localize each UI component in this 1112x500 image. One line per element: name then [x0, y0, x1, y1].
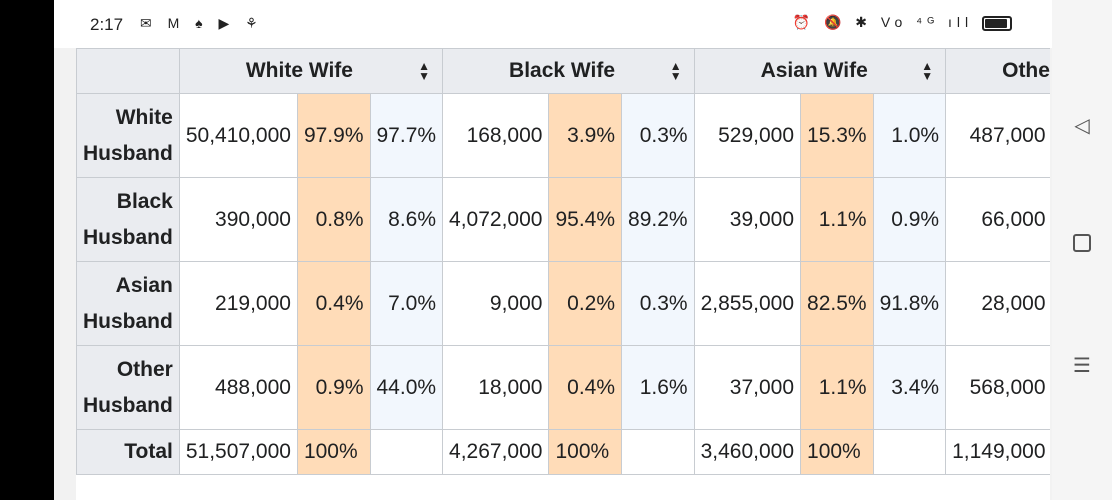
- count-cell: 390,000: [178, 177, 298, 262]
- pct-cell: 1.1%: [800, 345, 874, 430]
- column-header-other[interactable]: Other: [945, 48, 1050, 94]
- count-cell: 50,410,000: [178, 93, 298, 178]
- column-header-asian-wife[interactable]: Asian Wife ▲ ▼: [693, 48, 947, 94]
- pct-cell: 7.0%: [369, 261, 444, 346]
- pct-cell: 91.8%: [872, 261, 947, 346]
- total-cell: 3,460,000: [693, 429, 802, 475]
- pct-cell: 95.4%: [548, 177, 623, 262]
- pct-cell: 3.4%: [872, 345, 947, 430]
- pct-cell: 0.9%: [296, 345, 371, 430]
- pct-cell: 82.5%: [800, 261, 874, 346]
- count-cell: 219,000: [178, 261, 298, 346]
- total-cell: 1,149,000: [945, 429, 1050, 475]
- back-triangle-icon[interactable]: ◁: [1074, 115, 1090, 137]
- battery-icon: [982, 15, 1012, 31]
- count-cell: 39,000: [693, 177, 802, 262]
- sort-icon[interactable]: ▲ ▼: [418, 59, 431, 83]
- pct-cell: 0.8%: [296, 177, 371, 262]
- column-header-label: White Wife: [245, 59, 353, 82]
- row-header-total: Total: [76, 429, 180, 475]
- phone-screen: 2:17 ✉ M ♠ ▶ ⚘ ⏰ 🔕 ✱ Vo ⁴ᴳ ıll White Wif…: [54, 0, 1052, 500]
- status-time: 2:17: [90, 15, 124, 34]
- empty-cell: [872, 429, 947, 475]
- pct-cell: 1.6%: [621, 345, 695, 430]
- column-header-white-wife[interactable]: White Wife ▲ ▼: [178, 48, 444, 94]
- count-cell: 28,000: [945, 261, 1050, 346]
- column-header-black-wife[interactable]: Black Wife ▲ ▼: [442, 48, 695, 94]
- row-header: Asian Husband: [76, 261, 180, 346]
- count-cell: 37,000: [693, 345, 802, 430]
- notification-icons: ✉ M ♠ ▶ ⚘: [140, 15, 264, 31]
- table-row: Other Husband 488,000 0.9% 44.0% 18,000 0…: [76, 345, 1050, 430]
- system-status-icons: ⏰ 🔕 ✱ Vo ⁴ᴳ ıll: [793, 14, 1012, 31]
- sort-icon[interactable]: ▲ ▼: [921, 59, 934, 83]
- total-pct-cell: 100%: [296, 429, 371, 475]
- table-row: Black Husband 390,000 0.8% 8.6% 4,072,000…: [76, 177, 1050, 262]
- pct-cell: 0.4%: [548, 345, 623, 430]
- pct-cell: 1.1%: [800, 177, 874, 262]
- pct-cell: 0.2%: [548, 261, 623, 346]
- system-icons-text: ⏰ 🔕 ✱ Vo ⁴ᴳ ıll: [792, 14, 974, 30]
- total-row: Total 51,507,000 100% 4,267,000 100% 3,4…: [76, 429, 1050, 475]
- count-cell: 66,000: [945, 177, 1050, 262]
- navigation-bar: ◁ ☰: [1052, 0, 1112, 500]
- count-cell: 488,000: [178, 345, 298, 430]
- row-header: Black Husband: [76, 177, 180, 262]
- count-cell: 2,855,000: [693, 261, 802, 346]
- marriage-table: White Wife ▲ ▼ Black Wife ▲ ▼ Asian Wife ▲ ▼ O…: [76, 48, 1050, 475]
- pct-cell: 89.2%: [621, 177, 695, 262]
- table-corner-cell: [76, 48, 180, 94]
- row-header: White Husband: [76, 93, 180, 178]
- pct-cell: 97.7%: [369, 93, 444, 178]
- count-cell: 9,000: [442, 261, 550, 346]
- count-cell: 18,000: [442, 345, 550, 430]
- column-header-label: Asian Wife: [760, 59, 868, 82]
- recents-menu-icon[interactable]: ☰: [1073, 355, 1091, 377]
- total-cell: 4,267,000: [442, 429, 550, 475]
- column-header-label: Black Wife: [509, 59, 616, 82]
- pct-cell: 1.0%: [872, 93, 947, 178]
- home-square-icon[interactable]: [1070, 234, 1094, 258]
- pct-cell: 8.6%: [369, 177, 444, 262]
- pct-cell: 97.9%: [296, 93, 371, 178]
- pct-cell: 44.0%: [369, 345, 444, 430]
- pct-cell: 15.3%: [800, 93, 874, 178]
- count-cell: 4,072,000: [442, 177, 550, 262]
- pct-cell: 0.9%: [872, 177, 947, 262]
- empty-cell: [621, 429, 695, 475]
- status-bar: 2:17 ✉ M ♠ ▶ ⚘ ⏰ 🔕 ✱ Vo ⁴ᴳ ıll: [54, 0, 1052, 48]
- count-cell: 529,000: [693, 93, 802, 178]
- pct-cell: 0.3%: [621, 261, 695, 346]
- pct-cell: 0.3%: [621, 93, 695, 178]
- pct-cell: 0.4%: [296, 261, 371, 346]
- row-header: Other Husband: [76, 345, 180, 430]
- table-row: Asian Husband 219,000 0.4% 7.0% 9,000 0.2…: [76, 261, 1050, 346]
- count-cell: 568,000: [945, 345, 1050, 430]
- table-scroll-area[interactable]: White Wife ▲ ▼ Black Wife ▲ ▼ Asian Wife ▲ ▼ O…: [76, 48, 1050, 500]
- count-cell: 487,000: [945, 93, 1050, 178]
- total-cell: 51,507,000: [178, 429, 298, 475]
- table-row: White Husband 50,410,000 97.9% 97.7% 168,…: [76, 93, 1050, 178]
- count-cell: 168,000: [442, 93, 550, 178]
- total-pct-cell: 100%: [548, 429, 623, 475]
- total-pct-cell: 100%: [800, 429, 874, 475]
- empty-cell: [369, 429, 444, 475]
- pct-cell: 3.9%: [548, 93, 623, 178]
- sort-icon[interactable]: ▲ ▼: [669, 59, 682, 83]
- column-header-label: Other: [1002, 59, 1050, 82]
